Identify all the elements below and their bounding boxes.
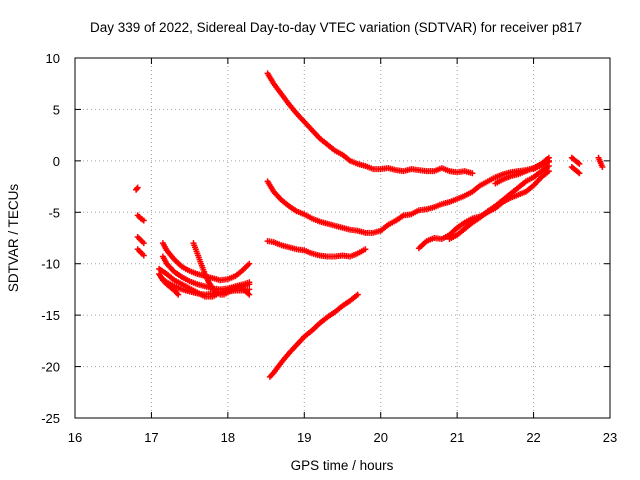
marker-plus <box>595 154 606 170</box>
series-arc-d <box>134 246 147 259</box>
x-ticks: 16 17 18 19 20 21 22 23 <box>68 58 617 445</box>
series-arc-n <box>266 291 361 380</box>
series-arc-p <box>446 163 552 242</box>
y-tick-label: 0 <box>53 154 60 169</box>
series-arc-i <box>156 265 253 300</box>
marker-plus <box>530 157 552 173</box>
series-arc-b <box>134 212 147 224</box>
grid <box>75 58 610 418</box>
data-series <box>133 70 606 380</box>
series-arc-c <box>134 234 147 247</box>
series-arc-j <box>156 271 182 298</box>
marker-plus <box>134 212 147 224</box>
marker-plus <box>264 158 552 236</box>
x-tick-label: 20 <box>373 430 387 445</box>
x-axis-label: GPS time / hours <box>291 458 394 473</box>
series-arc-m <box>264 238 369 260</box>
y-tick-label: 5 <box>53 102 60 117</box>
series-arc-s <box>568 154 583 167</box>
x-tick-label: 16 <box>68 430 82 445</box>
x-tick-label: 19 <box>297 430 311 445</box>
marker-plus <box>264 70 476 177</box>
marker-plus <box>264 238 369 260</box>
x-tick-label: 17 <box>144 430 158 445</box>
marker-plus <box>446 163 552 242</box>
y-tick-label: -25 <box>41 411 60 426</box>
x-tick-label: 18 <box>221 430 235 445</box>
series-arc-r <box>530 157 552 173</box>
y-tick-label: -15 <box>41 308 60 323</box>
y-axis-label: SDTVAR / TECUs <box>6 184 21 293</box>
chart-title: Day 339 of 2022, Sidereal Day-to-day VTE… <box>90 20 582 35</box>
marker-plus <box>266 291 361 380</box>
marker-plus <box>134 234 147 247</box>
y-tick-label: -5 <box>48 205 60 220</box>
x-tick-label: 22 <box>526 430 540 445</box>
series-arc-a <box>133 184 141 193</box>
marker-plus <box>133 184 141 193</box>
marker-plus <box>134 246 147 259</box>
series-arc-u <box>595 154 606 170</box>
marker-plus <box>156 271 182 298</box>
x-tick-label: 23 <box>603 430 617 445</box>
plot-frame <box>74 57 611 419</box>
x-tick-label: 21 <box>450 430 464 445</box>
marker-plus <box>156 265 253 300</box>
y-ticks: 10 5 0 -5 -10 -15 -20 -25 <box>41 51 610 426</box>
series-arc-t <box>568 164 583 177</box>
marker-plus <box>568 154 583 167</box>
marker-plus <box>568 164 583 177</box>
series-arc-l <box>264 158 552 236</box>
y-tick-label: 10 <box>46 51 60 66</box>
y-tick-label: -10 <box>41 257 60 272</box>
y-tick-label: -20 <box>41 360 60 375</box>
series-arc-k <box>264 70 476 177</box>
